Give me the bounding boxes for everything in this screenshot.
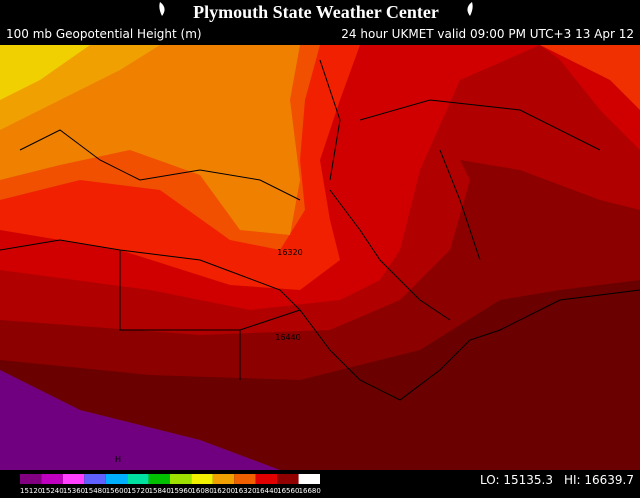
colorbar-label: 15120 [20, 487, 42, 495]
field-label: 100 mb Geopotential Height (m) [6, 27, 202, 41]
band [540, 45, 640, 110]
colorbar-swatch [105, 474, 128, 484]
map [0, 45, 640, 470]
colorbar: 15120 15240 15360 15480 15600 15720 15840 15960… [20, 474, 321, 495]
colorbar-swatch [41, 474, 63, 484]
colorbar-swatch [298, 474, 320, 484]
colorbar-swatch [212, 474, 235, 484]
band [0, 45, 90, 100]
contour-label: 16440 [275, 333, 300, 342]
colorbar-label: 15600 [106, 487, 128, 495]
colorbar-swatch [255, 474, 278, 484]
colorbar-swatch [84, 474, 106, 484]
colorbar-label: 15240 [41, 487, 63, 495]
colorbar-label: 16320 [234, 487, 256, 495]
valid-label: 24 hour UKMET valid 09:00 PM UTC+3 13 Ap… [341, 27, 634, 41]
colorbar-swatch [20, 474, 42, 484]
high-marker: H [115, 455, 121, 464]
colorbar-swatch [234, 474, 256, 484]
hi-stat: HI: 16639.7 [564, 473, 634, 487]
colorbar-label: 15840 [149, 487, 171, 495]
colorbar-label: 15960 [170, 487, 192, 495]
coastline [0, 239, 640, 401]
colorbar-swatch [277, 474, 299, 484]
coastline [19, 59, 601, 380]
colorbar-label: 16680 [299, 487, 321, 495]
colorbar-label: 16440 [256, 487, 278, 495]
title: Plymouth State Weather Center [193, 2, 439, 22]
colorbar-label: 15480 [84, 487, 106, 495]
colorbar-label: 16080 [191, 487, 213, 495]
lo-stat: LO: 15135.3 [480, 473, 553, 487]
colorbar-label: 16200 [213, 487, 235, 495]
colorbar-swatch [191, 474, 213, 484]
contour-label: 16320 [277, 248, 302, 257]
band [0, 370, 280, 470]
colorbar-swatch [127, 474, 149, 484]
colorbar-swatch [170, 474, 192, 484]
colorbar-label: 16560 [277, 487, 299, 495]
colorbar-swatch [148, 474, 170, 484]
colorbar-swatch [62, 474, 85, 484]
colorbar-label: 15360 [63, 487, 85, 495]
colorbar-label: 15720 [127, 487, 149, 495]
